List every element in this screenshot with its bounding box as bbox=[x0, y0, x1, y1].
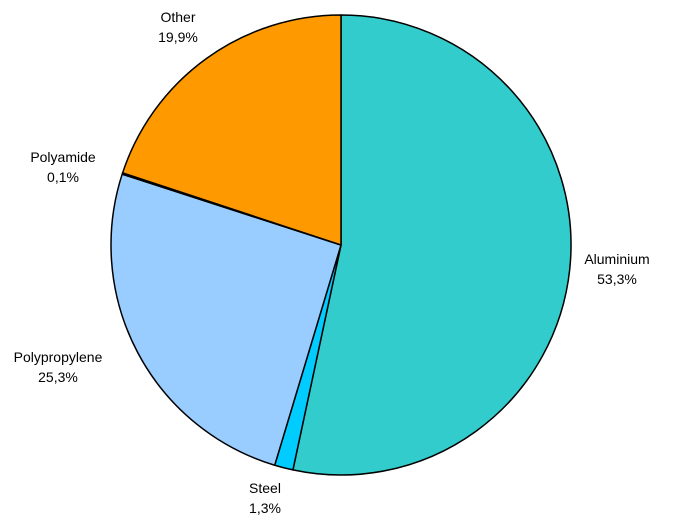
pie-slice-aluminium bbox=[292, 14, 572, 476]
slice-label-aluminium: Aluminium 53,3% bbox=[584, 251, 649, 287]
slice-label-polypropylene: Polypropylene 25,3% bbox=[14, 349, 103, 385]
slice-label-name: Polypropylene bbox=[14, 349, 103, 365]
slice-label-steel: Steel 1,3% bbox=[249, 480, 281, 516]
slice-label-value: 19,9% bbox=[158, 29, 198, 45]
slice-label-name: Steel bbox=[249, 480, 281, 496]
slice-label-value: 1,3% bbox=[249, 500, 281, 516]
slice-label-name: Aluminium bbox=[584, 251, 649, 267]
slice-label-name: Other bbox=[160, 9, 195, 25]
slice-label-value: 25,3% bbox=[38, 369, 78, 385]
slice-label-value: 0,1% bbox=[47, 169, 79, 185]
pie-slice-polypropylene bbox=[110, 173, 342, 466]
slice-label-name: Polyamide bbox=[30, 149, 96, 165]
slice-label-other: Other 19,9% bbox=[158, 9, 198, 45]
slice-label-value: 53,3% bbox=[597, 271, 637, 287]
pie-slice-other bbox=[121, 14, 342, 246]
slice-label-polyamide: Polyamide 0,1% bbox=[30, 149, 96, 185]
pie-labels: Aluminium 53,3% Steel 1,3% Polypropylene 25,3… bbox=[14, 9, 650, 516]
pie-slices bbox=[110, 14, 572, 476]
